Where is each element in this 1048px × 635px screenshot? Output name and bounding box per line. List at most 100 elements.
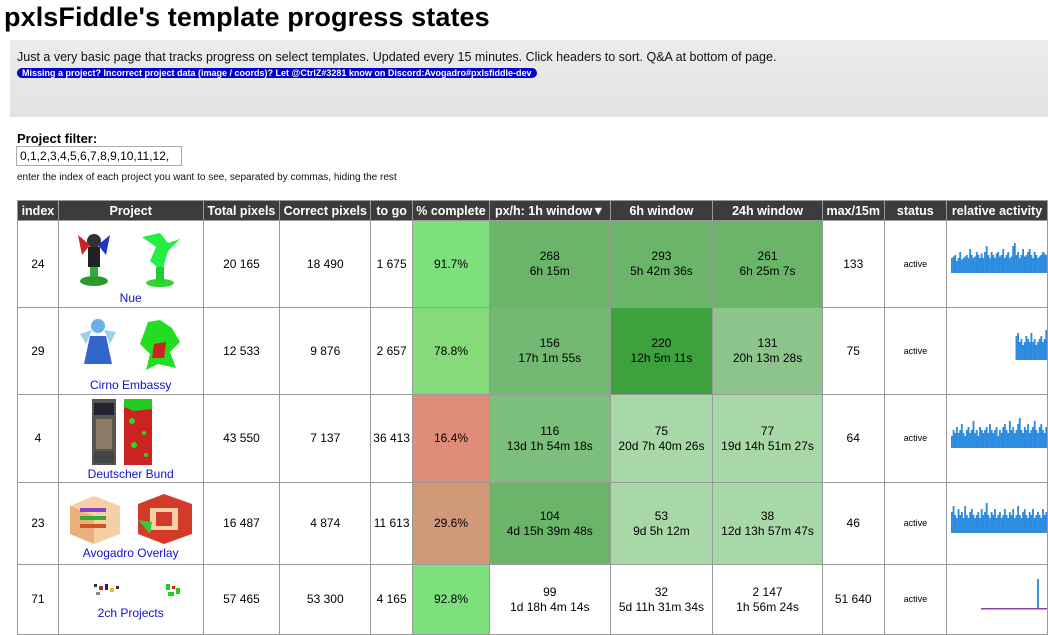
activity-bar [1028, 342, 1031, 360]
rate-1h: 99 [543, 584, 557, 599]
header-1h-window[interactable]: px/h: 1h window▼ [488, 200, 611, 221]
activity-bar [1025, 429, 1028, 448]
activity-bar [1020, 339, 1023, 360]
project-link[interactable]: Nue [119, 290, 142, 305]
status-badge: active [883, 394, 948, 483]
activity-bar [1040, 336, 1043, 360]
activity-bar [962, 517, 965, 533]
activity-bar [967, 426, 970, 448]
rate-1h: 156 [539, 336, 560, 350]
activity-bar [1032, 508, 1034, 533]
rate-6h-cell: 293 5h 42m 36s [609, 220, 714, 308]
header-24h-window[interactable]: 24h window [712, 200, 823, 221]
rate-24h-cell: 131 20h 13m 28s [712, 307, 823, 395]
project-row: 24 Nue 20 165 18 490 1 675 91.7% 268 6h 15m 293 5… [17, 220, 1048, 308]
page-title: pxlsFiddle's template progress states [4, 2, 490, 32]
eta-24h: 6h 25m 7s [739, 264, 796, 278]
activity-bar [1022, 432, 1025, 448]
activity-bar [992, 432, 995, 448]
activity-bar [1035, 255, 1038, 273]
project-thumbnail[interactable] [59, 314, 203, 376]
activity-bar [970, 508, 973, 533]
project-thumbnail[interactable] [59, 490, 203, 544]
rate-1h-cell: 104 4d 15h 39m 48s [488, 482, 611, 565]
project-link[interactable]: Deutscher Bund [87, 467, 174, 481]
header-to-go[interactable]: to go [370, 200, 414, 221]
activity-bar [997, 252, 1000, 273]
rate-6h: 32 [654, 584, 669, 599]
activity-bar [989, 423, 991, 448]
activity-bar [995, 426, 998, 448]
rate-1h: 268 [539, 249, 560, 263]
activity-bar [999, 429, 1001, 448]
project-link[interactable]: 2ch Projects [97, 606, 164, 620]
activity-bar [995, 253, 998, 273]
activity-bar [1037, 432, 1039, 448]
pixels-to-go: 1 675 [370, 220, 414, 308]
activity-bar [957, 432, 960, 448]
pixels-to-go: 11 613 [370, 482, 414, 565]
activity-bar [992, 514, 995, 533]
activity-bar [989, 517, 991, 533]
activity-bar [982, 514, 985, 533]
discord-notice[interactable]: Missing a project? Incorrect project dat… [17, 68, 537, 78]
project-link[interactable]: Avogadro Overlay [82, 546, 179, 560]
activity-bar [979, 426, 981, 448]
activity-bar [1012, 426, 1015, 448]
project-link[interactable]: Cirno Embassy [90, 377, 172, 392]
activity-bar [985, 426, 988, 448]
activity-bar [969, 511, 972, 533]
activity-bar [1033, 252, 1036, 273]
activity-bar [954, 514, 957, 533]
header-percent-complete[interactable]: % complete [412, 200, 490, 221]
activity-bar [1000, 432, 1003, 448]
project-thumbnail[interactable] [59, 399, 203, 465]
project-filter-input[interactable] [16, 146, 182, 166]
status-badge: active [883, 564, 948, 635]
total-pixels: 43 550 [202, 394, 281, 483]
header-project[interactable]: Project [57, 200, 204, 221]
activity-bar [964, 435, 967, 448]
project-thumbnail[interactable] [59, 582, 203, 604]
eta-1h: 1d 18h 4m 14s [510, 599, 590, 614]
activity-bar [1027, 517, 1029, 533]
header-max-15m[interactable]: max/15m [821, 200, 885, 221]
project-row: 23 Avogadro Overlay 16 487 4 874 11 613 29.6%… [17, 482, 1048, 565]
activity-bar [1045, 255, 1047, 273]
activity-bar [969, 249, 972, 273]
activity-bar [985, 246, 988, 273]
header-status[interactable]: status [883, 200, 948, 221]
activity-bar [992, 255, 995, 273]
activity-bar [1003, 508, 1006, 533]
rate-1h: 116 [540, 423, 560, 438]
project-row: 29 Cirno Embassy 12 533 9 876 2 657 78.8% 156 1… [17, 307, 1048, 395]
status-badge: active [883, 307, 948, 395]
header-relative-activity[interactable]: relative activity [946, 200, 1048, 221]
activity-bar [974, 256, 977, 273]
rate-1h-cell: 99 1d 18h 4m 14s [488, 564, 611, 635]
activity-bar [960, 511, 963, 533]
activity-bar [1035, 345, 1038, 360]
activity-bar [970, 429, 973, 448]
eta-6h: 9d 5h 12m [633, 523, 690, 538]
nue-template-thumbnail [77, 232, 180, 287]
relative-activity-cell [946, 482, 1048, 565]
activity-bar [1037, 258, 1039, 273]
activity-bar [1042, 342, 1044, 360]
activity-bar [959, 514, 962, 533]
project-thumbnail[interactable] [59, 227, 203, 289]
activity-bar [952, 505, 955, 533]
activity-bar [1017, 333, 1020, 360]
header-index[interactable]: index [17, 200, 59, 221]
header-6h-window[interactable]: 6h window [609, 200, 714, 221]
header-correct-pixels[interactable]: Correct pixels [279, 200, 372, 221]
header-total-pixels[interactable]: Total pixels [202, 200, 281, 221]
activity-sparkline [1015, 330, 1047, 360]
total-pixels: 20 165 [202, 220, 281, 308]
pixels-to-go: 2 657 [370, 307, 414, 395]
activity-bar [984, 511, 986, 533]
activity-bar [1023, 342, 1026, 360]
eta-1h: 6h 15m [529, 264, 570, 278]
activity-bar [1005, 255, 1008, 273]
activity-bar [1033, 339, 1036, 360]
